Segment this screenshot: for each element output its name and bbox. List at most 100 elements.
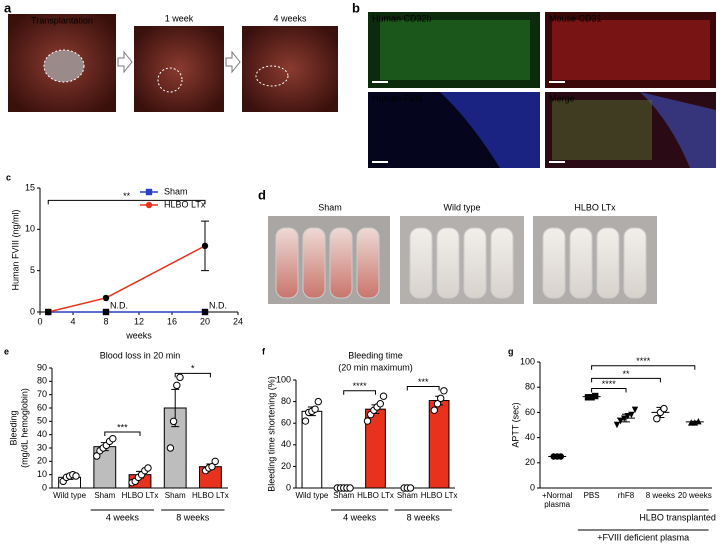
y-tick-label: 30 xyxy=(37,442,47,452)
y-tick-label: 60 xyxy=(525,407,535,417)
data-point xyxy=(437,394,445,403)
y-tick-label: 15 xyxy=(25,182,35,192)
panel-label: c xyxy=(6,172,11,182)
chart-title: Bleeding time xyxy=(348,350,403,360)
data-point xyxy=(660,404,668,413)
significance-bracket xyxy=(47,199,206,205)
data-point xyxy=(109,434,117,443)
arrow xyxy=(117,50,133,74)
data-point xyxy=(628,411,635,419)
data-point xyxy=(617,418,624,425)
micrograph-caption: Human FVIII xyxy=(372,93,423,103)
panel-label: g xyxy=(508,346,514,356)
x-tick-label: rhF8 xyxy=(617,491,635,500)
data-point xyxy=(376,400,384,408)
data-point xyxy=(613,421,621,429)
marker xyxy=(45,308,52,316)
data-point xyxy=(173,381,181,390)
panel-label: f xyxy=(262,346,266,356)
y-tick-label: 10 xyxy=(25,224,35,234)
chart-subtitle: (20 min maximum) xyxy=(338,362,413,372)
y-tick-label: 60 xyxy=(37,402,47,412)
photo-caption: 1 week xyxy=(165,13,194,23)
x-tick-label: Wild type xyxy=(53,491,87,500)
photo-caption: 4 weeks xyxy=(273,13,307,23)
significance-bracket xyxy=(406,385,440,391)
group-label: HLBO transplanted xyxy=(639,512,716,522)
y-tick-label: 100 xyxy=(520,356,535,366)
stain xyxy=(552,100,652,160)
label-box: PBS xyxy=(584,491,600,500)
scale-bars xyxy=(372,81,565,163)
data-point xyxy=(93,452,101,460)
bar xyxy=(428,400,450,489)
data-point xyxy=(557,453,564,460)
x-tick-label: 8 xyxy=(103,316,108,326)
data-point xyxy=(314,397,322,406)
x-tick-label: HLBO LTx xyxy=(121,491,159,500)
photo-caption: HLBO LTx xyxy=(574,202,616,212)
group-label: 4 weeks xyxy=(106,512,140,522)
y-tick-label: 70 xyxy=(37,389,47,399)
panel-label: a xyxy=(4,0,12,15)
y-axis-label: APTT (sec) xyxy=(510,402,520,447)
y-axis-label: Bleeding xyxy=(8,410,18,445)
micrograph xyxy=(368,12,540,88)
x-tick-label: 12 xyxy=(134,316,144,326)
y-tick-label: 20 xyxy=(37,456,47,466)
x-tick-label: 20 weeks xyxy=(677,491,712,500)
photo xyxy=(134,26,224,112)
graft-outline xyxy=(255,65,289,87)
stain xyxy=(640,92,716,168)
graft-outline xyxy=(43,49,85,83)
data-point xyxy=(72,472,80,480)
label-box: Wild type xyxy=(53,491,87,500)
x-tick-label: 24 xyxy=(233,316,243,326)
data-point xyxy=(379,392,388,400)
label-box: HLBO LTx xyxy=(121,491,159,500)
photo-caption: Wild type xyxy=(443,202,480,212)
photo-caption: Transplantation xyxy=(31,15,93,25)
micrograph-caption: Human CD32b xyxy=(372,13,432,23)
stain xyxy=(440,92,540,168)
graft-outline xyxy=(157,67,183,93)
data-point xyxy=(624,412,631,420)
x-tick-label: 0 xyxy=(37,316,42,326)
significance-bracket xyxy=(591,365,696,370)
data-point xyxy=(311,405,319,413)
legend-label: HLBO LTx xyxy=(164,199,206,209)
y-tick-label: 100 xyxy=(276,374,291,384)
y-axis-label: Bleeding time shortening (%) xyxy=(266,376,276,492)
x-axis-label: weeks xyxy=(125,330,152,340)
y-tick-label: 80 xyxy=(281,396,291,406)
marker xyxy=(201,308,209,316)
y-axis-label: Human FVIII (ng/ml) xyxy=(10,209,20,290)
panel-label: e xyxy=(4,346,9,356)
y-tick-label: 0 xyxy=(30,306,35,316)
panel-label: b xyxy=(352,0,360,15)
x-tick-label: HLBO LTx xyxy=(420,491,458,500)
label-box: Wild type xyxy=(295,491,328,500)
annotation: **** xyxy=(602,379,617,389)
y-tick-label: 0 xyxy=(286,482,291,492)
group-label: 8 weeks xyxy=(407,512,441,522)
x-tick-label: HLBO LTx xyxy=(192,491,229,500)
y-axis-label: (mg/dL hemoglobin) xyxy=(19,388,29,468)
data-point xyxy=(653,415,661,423)
label-box: HLBO LTx xyxy=(192,491,229,500)
data-point xyxy=(211,457,219,466)
data-point xyxy=(621,415,628,422)
significance-bracket xyxy=(343,390,376,395)
y-tick-label: 40 xyxy=(37,429,47,439)
photo-caption: Sham xyxy=(318,202,342,212)
label-box: 8 weeks xyxy=(646,491,675,500)
chart-title: Blood loss in 20 min xyxy=(100,350,181,360)
tubes xyxy=(275,227,647,299)
data-point xyxy=(433,400,442,408)
marker xyxy=(102,308,110,316)
label-box: Sham xyxy=(94,491,115,500)
label-box: HLBO LTx xyxy=(420,491,458,500)
data-point xyxy=(588,394,595,401)
y-tick-label: 0 xyxy=(42,482,47,492)
